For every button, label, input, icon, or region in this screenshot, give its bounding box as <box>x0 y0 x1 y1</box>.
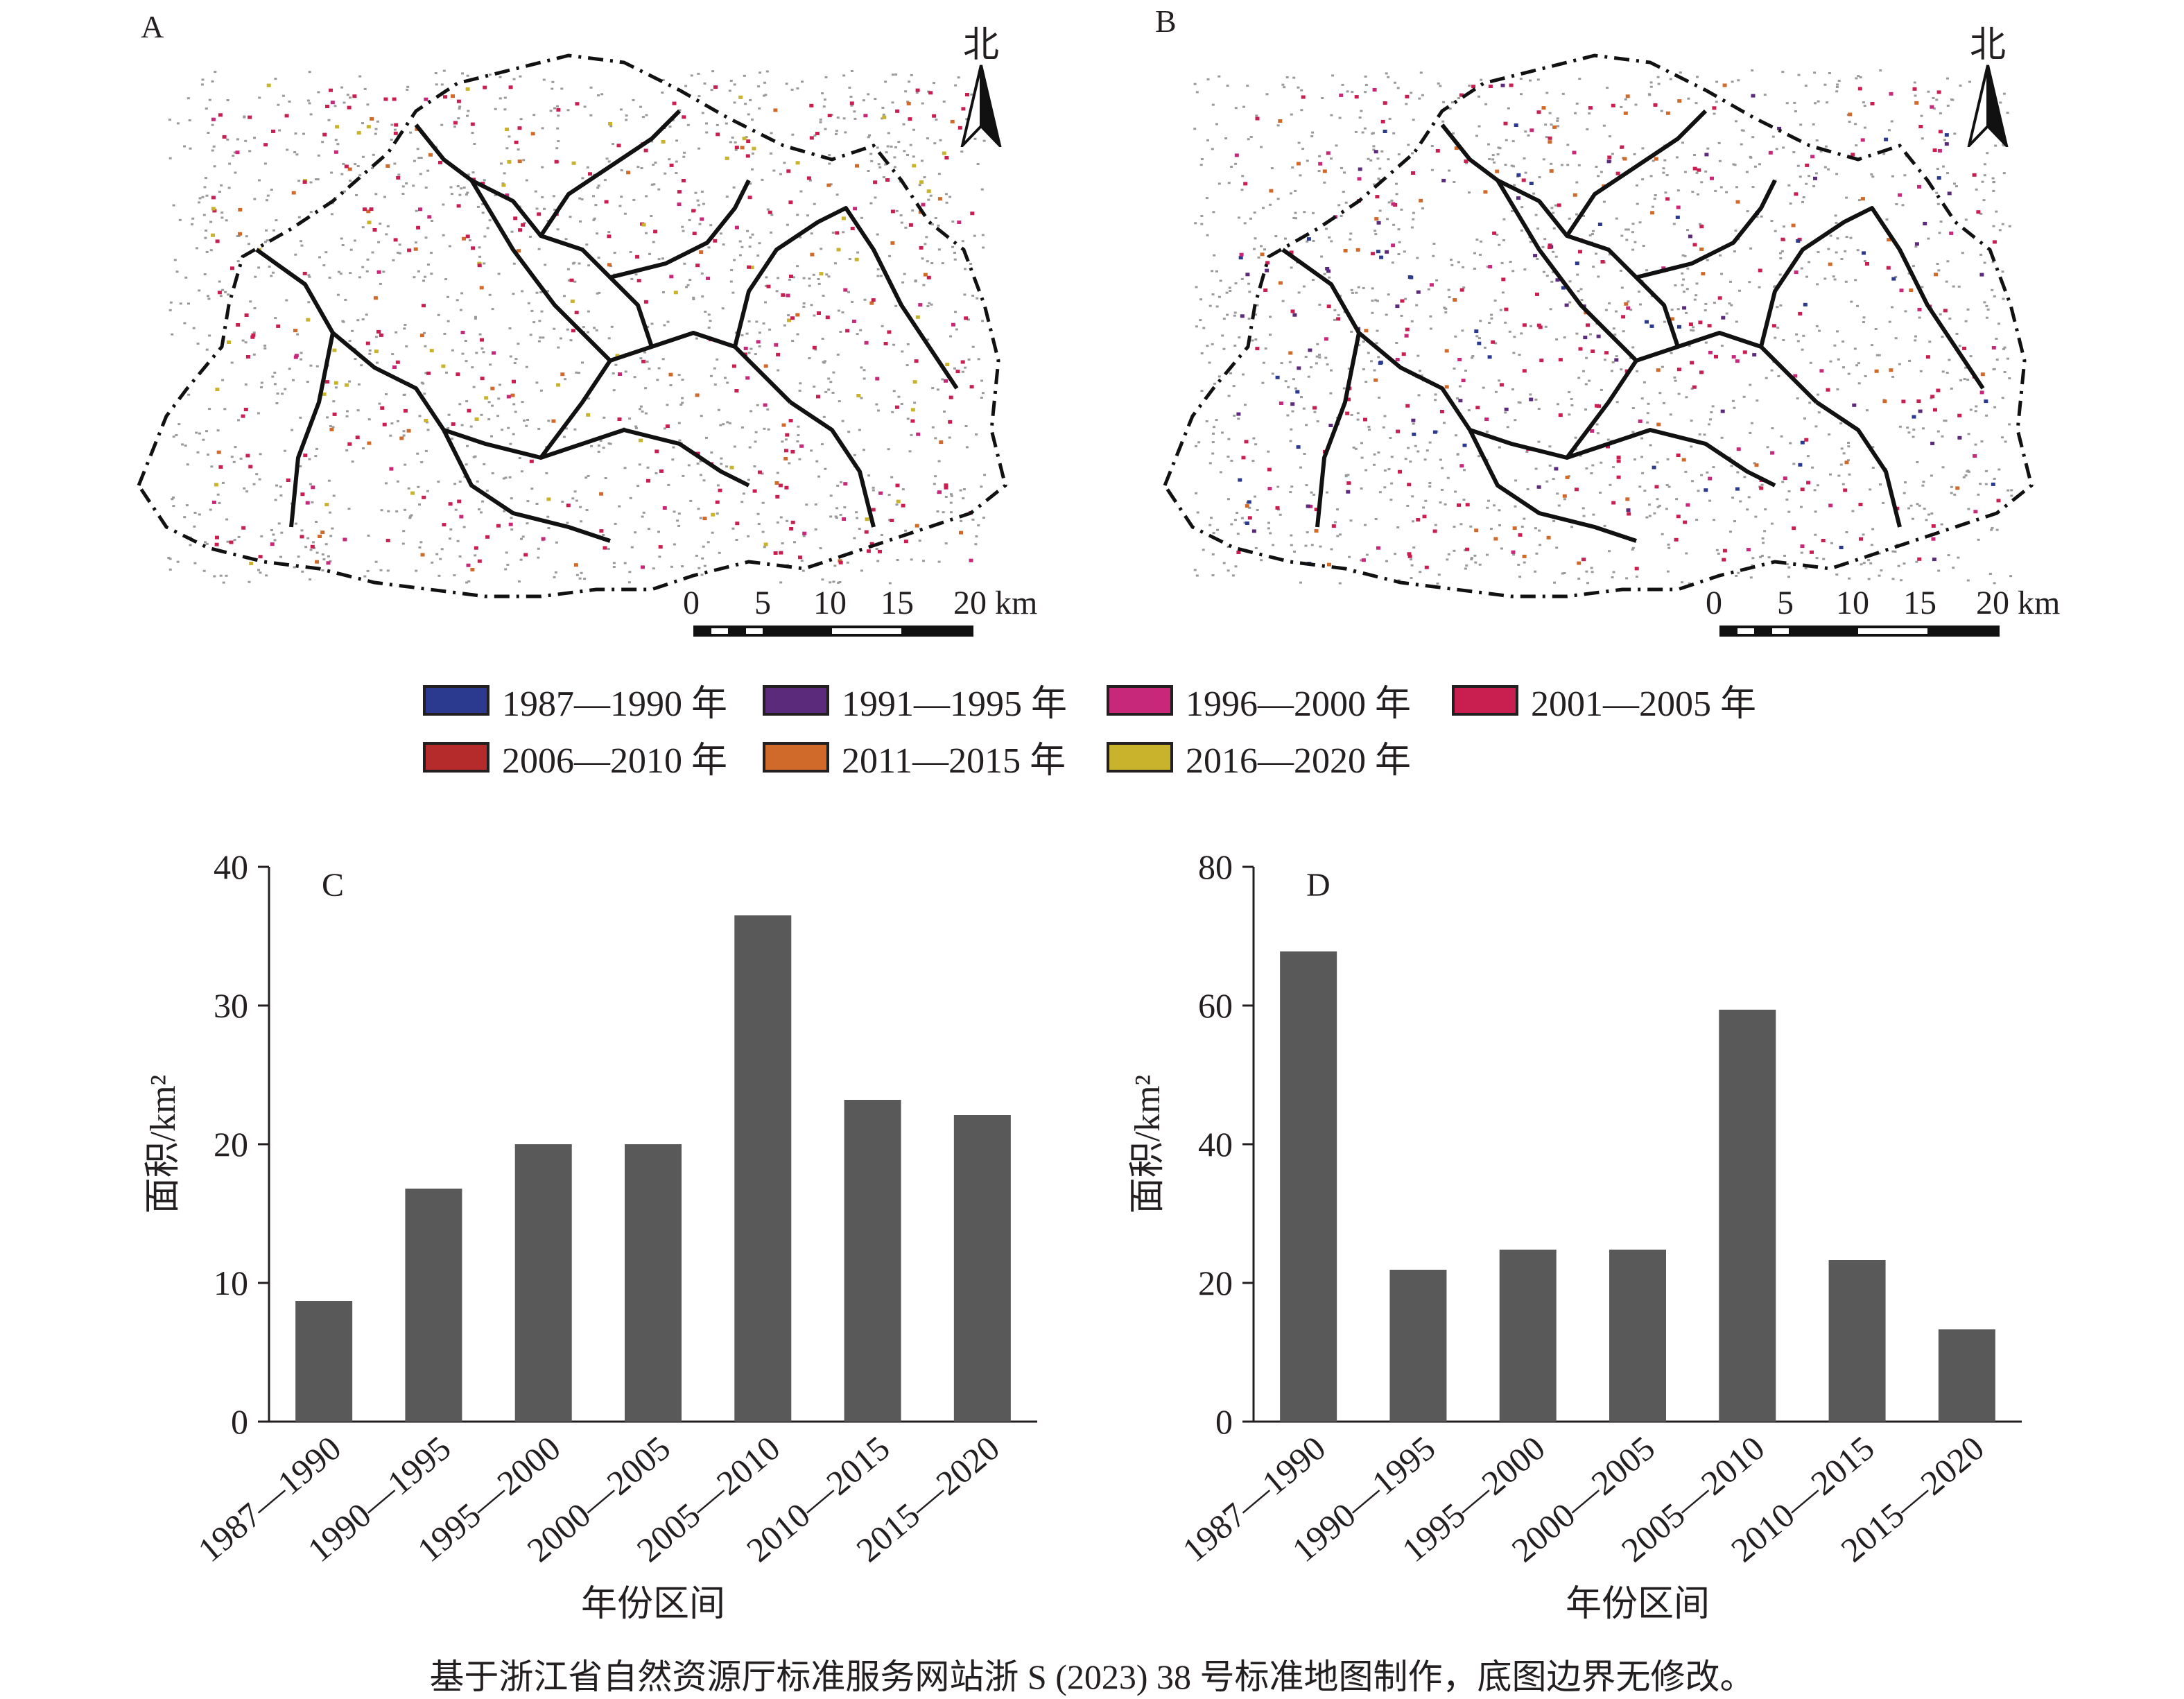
map-b-scale-labels: 0 5 10 15 20 km <box>1706 585 2061 621</box>
y-tick-label: 40 <box>214 847 248 886</box>
legend-item: 2011—2015 年 <box>763 731 1066 783</box>
bar <box>953 1115 1011 1422</box>
map-a-north-arrow: 北 <box>957 28 1005 150</box>
map-a-outline <box>137 53 1007 598</box>
legend-swatch <box>1107 684 1173 716</box>
bar <box>1389 1270 1447 1422</box>
bar <box>1280 951 1337 1422</box>
legend-item: 1991—1995 年 <box>763 674 1067 726</box>
bar <box>844 1100 901 1422</box>
bar <box>514 1144 572 1422</box>
north-label: 北 <box>962 26 999 65</box>
legend-label: 1996—2000 年 <box>1186 684 1412 724</box>
map-a-speckle <box>167 69 987 585</box>
legend-swatch <box>423 741 489 773</box>
legend-label: 2016—2020 年 <box>1186 741 1412 781</box>
y-tick-label: 80 <box>1198 847 1233 886</box>
legend-item: 2006—2010 年 <box>423 731 727 783</box>
bar <box>1609 1250 1666 1422</box>
map-b-boundaries <box>1281 109 1985 543</box>
legend-label: 2011—2015 年 <box>842 741 1066 781</box>
bar <box>1499 1250 1557 1422</box>
map-a-boundaries <box>255 109 959 543</box>
legend-swatch <box>1107 741 1173 773</box>
bar <box>1719 1010 1776 1422</box>
bar <box>295 1301 353 1422</box>
panel-label: C <box>322 867 344 904</box>
figure-caption: 基于浙江省自然资源厅标准服务网站浙 S (2023) 38 号标准地图制作，底图… <box>429 1657 1755 1696</box>
legend-swatch <box>763 741 829 773</box>
y-axis-label: 面积/km² <box>1128 1075 1168 1214</box>
legend-swatch <box>1452 684 1518 716</box>
y-tick-label: 0 <box>231 1402 248 1441</box>
map-b-north-arrow: 北 <box>1964 28 2012 150</box>
y-tick-label: 40 <box>1198 1125 1233 1164</box>
legend-item: 2001—2005 年 <box>1452 674 1756 726</box>
y-tick-label: 0 <box>1215 1402 1233 1441</box>
north-arrow-icon <box>960 64 1003 150</box>
legend-item: 1996—2000 年 <box>1107 674 1411 726</box>
legend-item: 1987—1990 年 <box>423 674 727 726</box>
legend-label: 1991—1995 年 <box>842 684 1068 724</box>
y-tick-label: 30 <box>214 986 248 1025</box>
x-axis-label: 年份区间 <box>581 1585 725 1624</box>
bar <box>1828 1260 1886 1422</box>
legend-label: 2006—2010 年 <box>502 741 728 781</box>
map-a-scale-labels: 0 5 10 15 20 km <box>683 585 1038 621</box>
map-b-scale-bar <box>1719 626 2000 637</box>
bar-chart-c: 0102030401987—19901990—19951995—20002000… <box>144 847 1037 1624</box>
legend-swatch <box>763 684 829 716</box>
y-tick-label: 60 <box>1198 986 1233 1025</box>
map-a <box>137 53 1007 598</box>
map-b-label: B <box>1155 3 1177 39</box>
x-axis-label: 年份区间 <box>1566 1585 1710 1624</box>
north-label: 北 <box>1969 26 2006 65</box>
legend-label: 1987—1990 年 <box>502 684 728 724</box>
y-axis-label: 面积/km² <box>144 1075 183 1214</box>
map-a-scale-bar <box>693 626 973 637</box>
bar <box>625 1144 682 1422</box>
map-b-speckle <box>1193 69 2013 585</box>
bar <box>734 915 792 1422</box>
y-tick-label: 20 <box>214 1125 248 1164</box>
north-arrow-icon <box>1966 64 2009 150</box>
bar <box>405 1189 462 1422</box>
y-tick-label: 20 <box>1198 1264 1233 1302</box>
map-a-label: A <box>141 9 164 44</box>
bar-chart-d: 0204060801987—19901990—19951995—20002000… <box>1128 847 2022 1624</box>
legend-swatch <box>423 684 489 716</box>
bar <box>1938 1329 1995 1422</box>
map-b <box>1163 53 2034 598</box>
y-tick-label: 10 <box>214 1264 248 1302</box>
panel-label: D <box>1306 867 1331 904</box>
legend-label: 2001—2005 年 <box>1531 684 1757 724</box>
legend-item: 2016—2020 年 <box>1107 731 1411 783</box>
map-b-outline <box>1163 53 2034 598</box>
